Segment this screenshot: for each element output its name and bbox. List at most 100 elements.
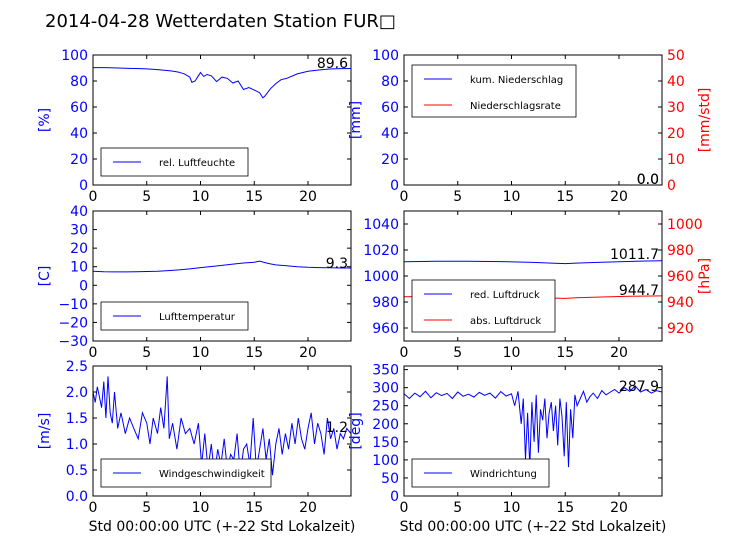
legend-pressure: red. Luftdruck abs. Luftdruck xyxy=(411,279,556,333)
series-line-pressure-0 xyxy=(403,260,663,265)
legend-temperature: Lufttemperatur xyxy=(100,301,249,331)
legend-precipitation: kum. Niederschlag Niederschlagsrate xyxy=(411,64,577,118)
plot-frame-precipitation xyxy=(403,54,663,186)
y-axis-label-winddirection: [deg] xyxy=(348,412,364,449)
legend-box-pressure xyxy=(411,279,556,333)
y-tick-label-humidity-5: 100 xyxy=(61,48,88,64)
y-tick-label-humidity-4: 80 xyxy=(70,74,88,90)
x-tick-label-humidity-4: 20 xyxy=(299,189,317,205)
y2-tick-label-pressure-1: 940 xyxy=(667,295,694,311)
y2-axis-label-pressure: [hPa] xyxy=(697,258,713,294)
y-tick-label-winddirection-3: 150 xyxy=(372,435,399,451)
y-tick-label-windspeed-4: 2.0 xyxy=(66,385,88,401)
series-line-windspeed-0 xyxy=(92,376,352,476)
legend-label-temperature-0: Lufttemperatur xyxy=(159,312,236,323)
y2-tick-label-pressure-3: 980 xyxy=(667,243,694,259)
y-tick-label-humidity-3: 60 xyxy=(70,100,88,116)
x-tick-label-windspeed-3: 15 xyxy=(245,500,263,516)
legend-label-pressure-1: abs. Luftdruck xyxy=(470,316,541,327)
x-tick-label-pressure-4: 20 xyxy=(610,345,628,361)
figure-title: 2014-04-28 Wetterdaten Station FUR□ xyxy=(45,11,396,32)
x-tick-label-temperature-1: 5 xyxy=(142,345,151,361)
legend-windspeed: Windgeschwindigkeit xyxy=(100,458,272,488)
y-tick-label-winddirection-0: 0 xyxy=(390,489,399,505)
plot-frame-humidity xyxy=(92,54,352,186)
y2-tick-label-precipitation-2: 20 xyxy=(667,126,685,142)
y-tick-label-humidity-0: 0 xyxy=(79,178,88,194)
x-tick-label-windspeed-0: 0 xyxy=(89,500,98,516)
legend-label-precipitation-1: Niederschlagsrate xyxy=(470,101,561,112)
x-tick-label-precipitation-4: 20 xyxy=(610,189,628,205)
plot-frame-windspeed xyxy=(92,365,352,497)
y2-tick-label-precipitation-3: 30 xyxy=(667,100,685,116)
y2-tick-label-precipitation-5: 50 xyxy=(667,48,685,64)
legend-label-windspeed-0: Windgeschwindigkeit xyxy=(159,469,265,480)
y-tick-label-windspeed-0: 0.0 xyxy=(66,489,88,505)
x-tick-label-windspeed-4: 20 xyxy=(299,500,317,516)
x-tick-label-winddirection-4: 20 xyxy=(610,500,628,516)
legend-label-pressure-0: red. Luftdruck xyxy=(470,290,540,301)
y-tick-label-winddirection-6: 300 xyxy=(372,381,399,397)
y-tick-label-pressure-4: 1040 xyxy=(363,217,399,233)
y-tick-label-temperature-6: 30 xyxy=(70,223,88,239)
panel-temperature: 0 5 10 15 20 −30 −20 −10 0 10 20 30 40 [C] Lufttempera… xyxy=(37,204,352,361)
x-axis-label-winddirection: Std 00:00:00 UTC (+-22 Std Lokalzeit) xyxy=(400,519,667,535)
value-annotation-temperature-0: 9.3 xyxy=(326,256,348,272)
y-tick-label-precipitation-1: 20 xyxy=(381,152,399,168)
y-tick-label-precipitation-2: 40 xyxy=(381,126,399,142)
x-tick-label-winddirection-0: 0 xyxy=(400,500,409,516)
y-tick-label-humidity-2: 40 xyxy=(70,126,88,142)
x-tick-label-pressure-3: 15 xyxy=(556,345,574,361)
value-annotation-precipitation-0: 0.0 xyxy=(637,172,659,188)
x-tick-label-humidity-0: 0 xyxy=(89,189,98,205)
y-tick-label-winddirection-1: 50 xyxy=(381,471,399,487)
y-tick-label-temperature-7: 40 xyxy=(70,204,88,220)
y-tick-label-precipitation-0: 0 xyxy=(390,178,399,194)
y-tick-label-windspeed-1: 0.5 xyxy=(66,463,88,479)
legend-label-precipitation-0: kum. Niederschlag xyxy=(470,75,563,86)
x-tick-label-humidity-1: 5 xyxy=(142,189,151,205)
y2-tick-label-pressure-4: 1000 xyxy=(667,217,703,233)
y-tick-label-precipitation-3: 60 xyxy=(381,100,399,116)
legend-label-winddirection-0: Windrichtung xyxy=(470,469,537,480)
y-tick-label-pressure-1: 980 xyxy=(372,295,399,311)
x-tick-label-windspeed-1: 5 xyxy=(142,500,151,516)
x-tick-label-temperature-4: 20 xyxy=(299,345,317,361)
x-tick-label-precipitation-2: 10 xyxy=(503,189,521,205)
value-annotation-pressure-1: 944.7 xyxy=(619,283,659,299)
y-tick-label-winddirection-2: 100 xyxy=(372,453,399,469)
y-tick-label-winddirection-5: 250 xyxy=(372,399,399,415)
x-tick-label-winddirection-2: 10 xyxy=(503,500,521,516)
x-axis-label-windspeed: Std 00:00:00 UTC (+-22 Std Lokalzeit) xyxy=(89,519,356,535)
x-tick-label-temperature-0: 0 xyxy=(89,345,98,361)
y-axis-label-temperature: [C] xyxy=(37,266,53,287)
y-tick-label-temperature-5: 20 xyxy=(70,241,88,257)
x-tick-label-pressure-2: 10 xyxy=(503,345,521,361)
x-tick-label-pressure-1: 5 xyxy=(453,345,462,361)
panel-humidity: 0 5 10 15 20 0 20 40 60 80 100 [%] rel. Luftfeuchte 8… xyxy=(37,48,352,205)
panel-pressure: 0 5 10 15 20 960 980 1000 1020 1040 920 940 960 980 10… xyxy=(363,210,713,361)
x-tick-label-temperature-2: 10 xyxy=(192,345,210,361)
x-tick-label-humidity-2: 10 xyxy=(192,189,210,205)
y-axis-label-precipitation: [mm] xyxy=(348,101,364,139)
legend-label-humidity-0: rel. Luftfeuchte xyxy=(159,158,235,169)
y-tick-label-windspeed-5: 2.5 xyxy=(66,359,88,375)
x-tick-label-precipitation-3: 15 xyxy=(556,189,574,205)
panel-precipitation: 0 5 10 15 20 0 20 40 60 80 100 0 10 20 30 40 50 [mm] [mm/s… xyxy=(348,48,713,205)
y-tick-label-pressure-3: 1020 xyxy=(363,243,399,259)
x-tick-label-windspeed-2: 10 xyxy=(192,500,210,516)
value-annotation-precipitation-1: 0.0 xyxy=(637,172,659,188)
legend-box-precipitation xyxy=(411,64,577,118)
y-tick-label-windspeed-2: 1.0 xyxy=(66,437,88,453)
plot-frame-winddirection xyxy=(403,365,663,497)
x-tick-label-winddirection-3: 15 xyxy=(556,500,574,516)
x-tick-label-temperature-3: 15 xyxy=(245,345,263,361)
value-annotation-winddirection-0: 287.9 xyxy=(619,379,659,395)
y-tick-label-precipitation-4: 80 xyxy=(381,74,399,90)
y-tick-label-humidity-1: 20 xyxy=(70,152,88,168)
y-tick-label-pressure-0: 960 xyxy=(372,321,399,337)
y2-axis-label-precipitation: [mm/std] xyxy=(697,88,713,153)
